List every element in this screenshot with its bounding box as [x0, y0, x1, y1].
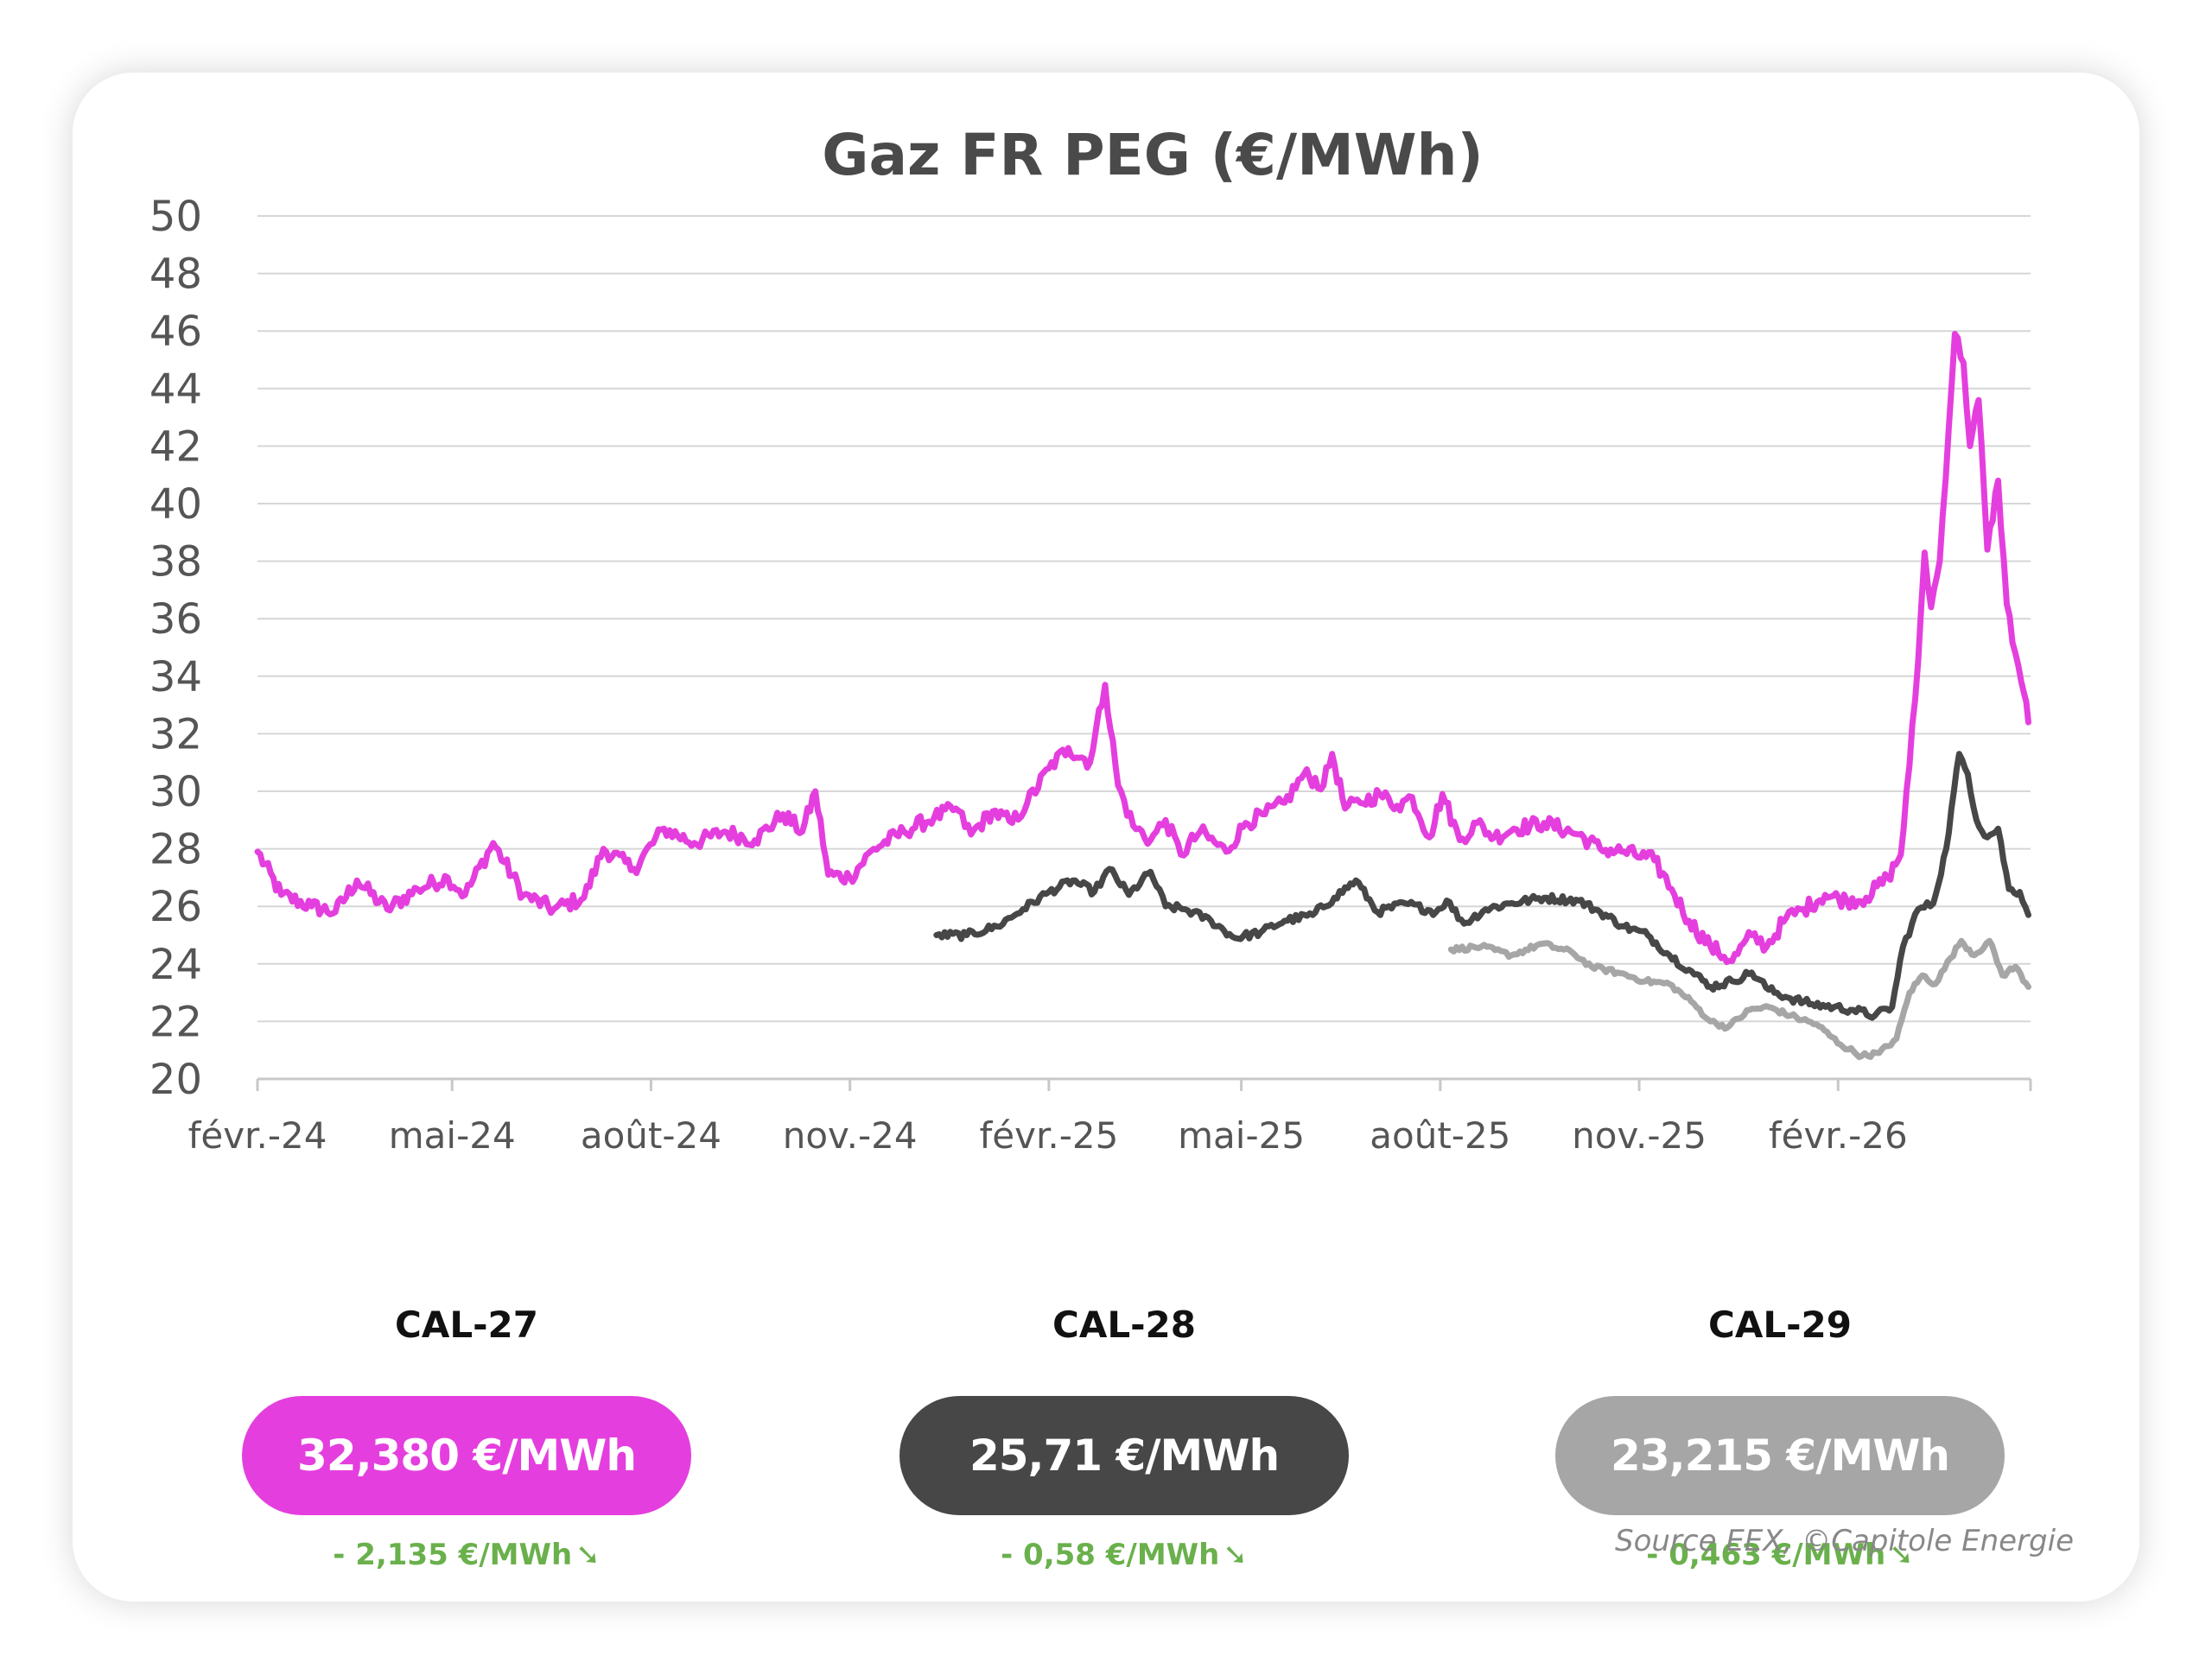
- cal-29-block: CAL-29 23,215 €/MWh - 0,463 €/MWh ➘: [1555, 1299, 2005, 1581]
- series-line-cal-27: [254, 331, 2031, 966]
- y-tick-label: 28: [149, 826, 202, 874]
- y-tick-label: 32: [149, 710, 202, 758]
- y-tick-label: 42: [149, 422, 202, 471]
- cal-28-price-badge: 25,71 €/MWh: [899, 1396, 1349, 1515]
- cal-28-change-value: - 0,58 €/MWh: [1001, 1538, 1220, 1572]
- y-tick-label: 22: [149, 998, 202, 1046]
- cal-29-price: 23,215 €/MWh: [1611, 1431, 1950, 1481]
- cal-28-change: - 0,58 €/MWh ➘: [899, 1529, 1349, 1581]
- cal-28-block: CAL-28 25,71 €/MWh - 0,58 €/MWh ➘: [899, 1299, 1349, 1581]
- x-tick-label: mai-24: [389, 1114, 516, 1157]
- cal-27-price-badge: 32,380 €/MWh: [242, 1396, 691, 1515]
- cal-27-change-value: - 2,135 €/MWh: [333, 1538, 573, 1572]
- down-right-arrow-icon: ➘: [575, 1538, 601, 1572]
- x-tick-label: févr.-24: [188, 1114, 327, 1157]
- y-tick-label: 48: [149, 251, 202, 299]
- y-tick-label: 20: [149, 1056, 202, 1104]
- cal-28-label: CAL-28: [1052, 1304, 1196, 1346]
- x-tick-label: nov.-25: [1572, 1114, 1707, 1157]
- y-tick-label: 36: [149, 595, 202, 644]
- cal-27-change: - 2,135 €/MWh ➘: [242, 1529, 691, 1581]
- y-tick-label: 24: [149, 941, 202, 989]
- y-tick-label: 46: [149, 308, 202, 356]
- series-line-cal-28: [933, 751, 2031, 1021]
- y-tick-label: 50: [149, 193, 202, 241]
- y-tick-label: 38: [149, 538, 202, 587]
- cal-29-change: - 0,463 €/MWh ➘: [1555, 1529, 2005, 1581]
- x-tick-label: févr.-25: [979, 1114, 1118, 1157]
- cal-27-block: CAL-27 32,380 €/MWh - 2,135 €/MWh ➘: [242, 1299, 691, 1581]
- cal-29-price-badge: 23,215 €/MWh: [1555, 1396, 2005, 1515]
- down-right-arrow-icon: ➘: [1889, 1538, 1914, 1572]
- cal-27-label: CAL-27: [395, 1304, 538, 1346]
- y-tick-label: 26: [149, 883, 202, 931]
- cal-29-label: CAL-29: [1708, 1304, 1852, 1346]
- x-tick-label: mai-25: [1178, 1114, 1305, 1157]
- cal-29-change-value: - 0,463 €/MWh: [1646, 1538, 1886, 1572]
- y-tick-label: 34: [149, 653, 202, 701]
- y-tick-label: 44: [149, 365, 202, 414]
- chart-title: Gaz FR PEG (€/MWh): [822, 122, 1483, 188]
- chart-card: Gaz FR PEG (€/MWh) 20 22 24 26 28 30 32 34 36 38 40…: [73, 73, 2139, 1602]
- y-tick-label: 40: [149, 480, 202, 529]
- x-tick-label: août-25: [1370, 1114, 1510, 1157]
- cal-28-price: 25,71 €/MWh: [969, 1431, 1280, 1481]
- series-line-cal-29: [1447, 937, 2031, 1061]
- source-note: Source EEX, ©Capitole Energie: [1615, 1524, 2074, 1558]
- x-tick-label: août-24: [581, 1114, 721, 1157]
- x-tick-label: nov.-24: [783, 1114, 918, 1157]
- down-right-arrow-icon: ➘: [1223, 1538, 1248, 1572]
- y-tick-label: 30: [149, 768, 202, 816]
- cal-27-price: 32,380 €/MWh: [297, 1431, 637, 1481]
- price-chart: Gaz FR PEG (€/MWh) 20 22 24 26 28 30 32 34 36 38 40…: [149, 122, 2032, 1157]
- x-tick-label: févr.-26: [1769, 1114, 1908, 1157]
